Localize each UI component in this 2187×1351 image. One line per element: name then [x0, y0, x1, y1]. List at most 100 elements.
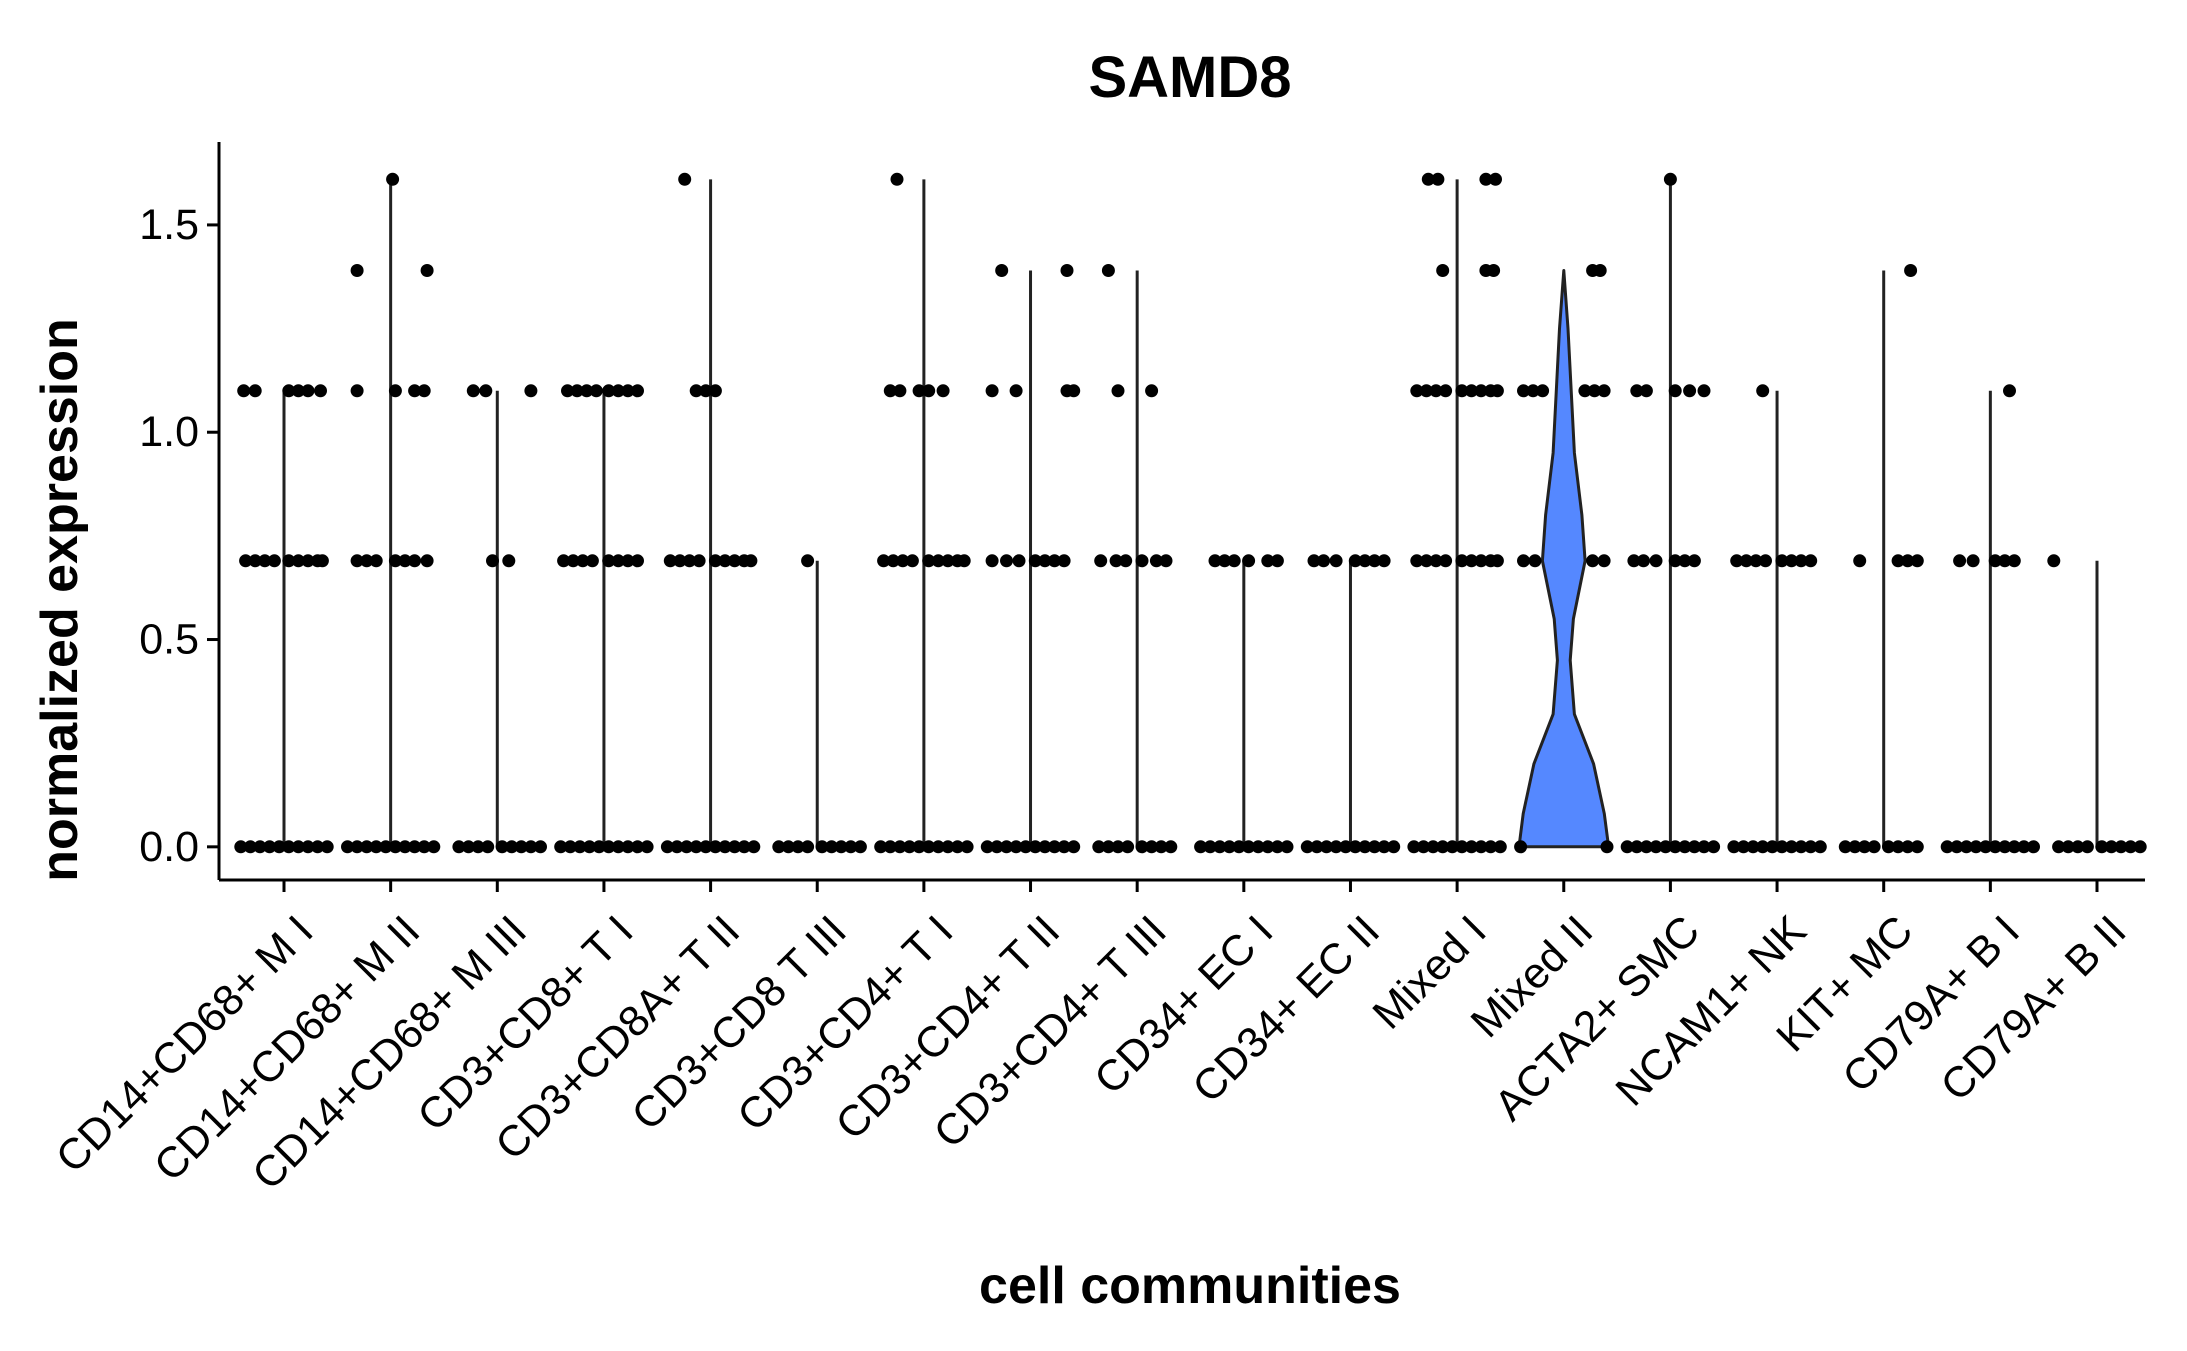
- data-point: [495, 840, 509, 854]
- x-tick-label: CD34+ EC II: [1184, 907, 1389, 1112]
- data-point: [1578, 384, 1592, 398]
- data-point: [561, 384, 574, 398]
- data-point: [1057, 554, 1071, 568]
- data-point: [1759, 554, 1772, 568]
- data-point: [360, 840, 374, 854]
- data-point: [1517, 554, 1530, 568]
- data-point: [1683, 384, 1697, 398]
- data-point: [1687, 554, 1701, 568]
- data-point: [1493, 840, 1507, 854]
- data-point: [728, 840, 742, 854]
- data-point: [341, 840, 354, 854]
- data-point: [1028, 840, 1042, 854]
- data-point: [1057, 840, 1071, 854]
- data-point: [1474, 384, 1488, 398]
- data-point: [1668, 840, 1682, 854]
- data-point: [1012, 554, 1026, 568]
- data-point: [576, 554, 590, 568]
- data-point: [417, 384, 431, 398]
- data-point: [1048, 554, 1061, 568]
- data-point: [611, 840, 625, 854]
- data-point: [1804, 840, 1818, 854]
- data-point: [1119, 554, 1133, 568]
- data-point: [1465, 840, 1478, 854]
- data-point: [1329, 554, 1343, 568]
- data-point: [886, 554, 900, 568]
- data-point: [1270, 840, 1284, 854]
- data-point: [1455, 840, 1469, 854]
- data-point: [602, 384, 616, 398]
- data-point: [1067, 840, 1081, 854]
- data-point: [1904, 264, 1918, 277]
- data-point: [1620, 840, 1634, 854]
- violin-group: [772, 554, 867, 854]
- data-point: [1387, 840, 1401, 854]
- data-point: [1668, 554, 1682, 568]
- y-tick-label: 0.5: [139, 616, 199, 664]
- data-point: [1310, 840, 1324, 854]
- data-point: [1746, 840, 1760, 854]
- data-point: [471, 840, 485, 854]
- data-point: [1489, 172, 1502, 186]
- data-point: [922, 840, 936, 854]
- data-point: [1060, 264, 1074, 277]
- data-point: [1009, 840, 1023, 854]
- data-point: [1439, 384, 1453, 398]
- data-point: [1804, 554, 1818, 568]
- data-point: [554, 840, 568, 854]
- data-point: [834, 840, 848, 854]
- data-point: [524, 840, 538, 854]
- violin-group: [554, 384, 654, 854]
- data-point: [1232, 840, 1246, 854]
- data-point: [1300, 840, 1314, 854]
- data-point: [1697, 840, 1711, 854]
- data-point: [903, 840, 916, 854]
- data-point: [1135, 840, 1149, 854]
- data-point: [1149, 554, 1163, 568]
- data-point: [1514, 840, 1528, 854]
- data-point: [960, 840, 974, 854]
- data-point: [2114, 840, 2128, 854]
- data-point: [815, 840, 829, 854]
- data-point: [1474, 554, 1488, 568]
- data-point: [291, 554, 305, 568]
- data-point: [398, 840, 412, 854]
- violin-group: [874, 172, 974, 854]
- data-point: [1261, 554, 1275, 568]
- data-point: [896, 554, 910, 568]
- data-point: [505, 840, 519, 854]
- data-point: [408, 840, 422, 854]
- x-tick-label: CD79A+ B II: [1932, 907, 2136, 1111]
- data-point: [1697, 384, 1711, 398]
- data-point: [1222, 840, 1236, 854]
- data-point: [1419, 554, 1433, 568]
- data-point: [1649, 840, 1663, 854]
- data-point: [1164, 840, 1178, 854]
- data-point: [1639, 384, 1653, 398]
- data-point: [2133, 840, 2147, 854]
- data-point: [1853, 554, 1867, 568]
- data-point: [1270, 554, 1284, 568]
- data-point: [905, 554, 919, 568]
- data-point: [1487, 264, 1501, 277]
- data-point: [486, 554, 499, 568]
- data-point: [267, 554, 281, 568]
- data-point: [692, 554, 706, 568]
- data-point: [1901, 840, 1915, 854]
- data-point: [420, 554, 434, 568]
- data-point: [699, 384, 713, 398]
- data-point: [1479, 172, 1493, 186]
- data-point: [301, 384, 315, 398]
- violin-group: [1838, 264, 1924, 854]
- data-point: [479, 384, 493, 398]
- data-point: [893, 840, 907, 854]
- data-point: [890, 172, 904, 186]
- data-point: [452, 840, 466, 854]
- data-point: [248, 384, 262, 398]
- data-point: [1953, 554, 1967, 568]
- data-point: [248, 554, 262, 568]
- data-point: [1474, 840, 1488, 854]
- data-point: [931, 554, 945, 568]
- data-point: [1465, 554, 1478, 568]
- violin-group: [1092, 264, 1178, 854]
